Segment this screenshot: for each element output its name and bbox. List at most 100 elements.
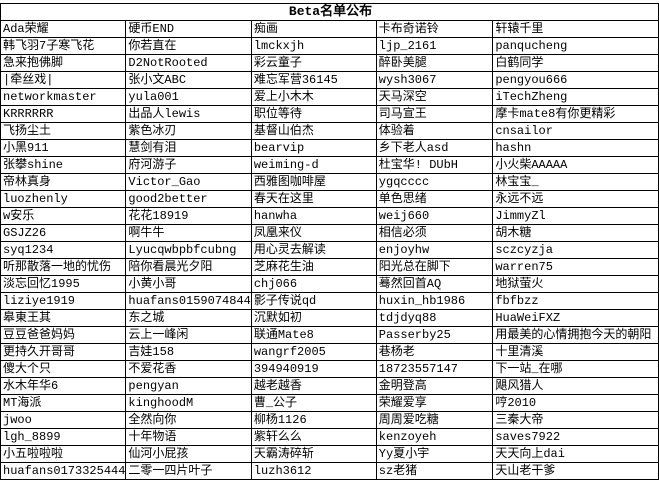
table-cell[interactable]: networkmaster — [0, 88, 127, 106]
table-cell[interactable]: yula001 — [125, 88, 252, 106]
table-cell[interactable]: 慧剑有泪 — [125, 139, 252, 157]
table-cell[interactable]: 18723557147 — [375, 360, 494, 378]
table-cell[interactable]: huxin_hb1986 — [375, 292, 494, 310]
table-cell[interactable]: fbfbzz — [492, 292, 659, 310]
table-cell[interactable]: 阳光总在脚下 — [375, 258, 494, 276]
table-cell[interactable]: 张攀shine — [0, 156, 127, 174]
table-cell[interactable]: 单色思绪 — [375, 190, 494, 208]
table-cell[interactable]: tdjdyq88 — [375, 309, 494, 327]
table-cell[interactable]: GSJZ26 — [0, 224, 127, 242]
table-cell[interactable]: 云上一峰闲 — [125, 326, 252, 344]
header-cell[interactable]: 痴画 — [250, 20, 377, 38]
table-cell[interactable]: 听那散落一地的忧伤 — [0, 258, 127, 276]
table-cell[interactable]: 陪你看晨光夕阳 — [125, 258, 252, 276]
table-cell[interactable]: 白鹤同学 — [492, 54, 659, 72]
table-cell[interactable]: 职位等待 — [250, 105, 377, 123]
table-cell[interactable]: cnsailor — [492, 122, 659, 140]
header-cell[interactable]: 轩辕千里 — [492, 20, 659, 38]
table-cell[interactable]: sczcyzja — [492, 241, 659, 259]
table-cell[interactable]: 小火柴AAAAA — [492, 156, 659, 174]
table-cell[interactable]: lmckxjh — [250, 37, 377, 55]
table-cell[interactable]: 难忘军营36145 — [250, 71, 377, 89]
table-cell[interactable]: Yy夏小宇 — [375, 445, 494, 463]
table-cell[interactable]: MT海派 — [0, 394, 127, 412]
table-cell[interactable]: 皋東王其 — [0, 309, 127, 327]
table-cell[interactable]: 东之城 — [125, 309, 252, 327]
header-cell[interactable]: 卡布奇诺铃 — [375, 20, 494, 38]
table-cell[interactable]: 全然向你 — [125, 411, 252, 429]
table-cell[interactable]: 基督山伯杰 — [250, 122, 377, 140]
table-cell[interactable]: 永远不远 — [492, 190, 659, 208]
table-cell[interactable]: chj066 — [250, 275, 377, 293]
table-cell[interactable]: good2better — [125, 190, 252, 208]
table-cell[interactable]: warren75 — [492, 258, 659, 276]
table-cell[interactable]: 沉默如初 — [250, 309, 377, 327]
table-cell[interactable]: kinghoodM — [125, 394, 252, 412]
table-cell[interactable]: 小五啦啦啦 — [0, 445, 127, 463]
table-cell[interactable]: |牵丝戏| — [0, 71, 127, 89]
table-cell[interactable]: 爱上小木木 — [250, 88, 377, 106]
table-cell[interactable]: 更持久开哥哥 — [0, 343, 127, 361]
table-cell[interactable]: 出品人lewis — [125, 105, 252, 123]
table-cell[interactable]: 府河游子 — [125, 156, 252, 174]
table-cell[interactable]: weiming-d — [250, 156, 377, 174]
table-cell[interactable]: pengyou666 — [492, 71, 659, 89]
table-cell[interactable]: 巷杨老 — [375, 343, 494, 361]
table-cell[interactable]: 飓风猎人 — [492, 377, 659, 395]
table-cell[interactable]: ljp_2161 — [375, 37, 494, 55]
table-cell[interactable]: D2NotRooted — [125, 54, 252, 72]
table-cell[interactable]: 淡忘回忆1995 — [0, 275, 127, 293]
table-cell[interactable]: 韩飞羽7子寒飞花 — [0, 37, 127, 55]
table-cell[interactable]: 394940919 — [250, 360, 377, 378]
table-cell[interactable]: 下一站_在哪 — [492, 360, 659, 378]
table-cell[interactable]: 紫色冰刃 — [125, 122, 252, 140]
table-cell[interactable]: saves7922 — [492, 428, 659, 446]
table-cell[interactable]: 吉娃158 — [125, 343, 252, 361]
table-cell[interactable]: 不爱花香 — [125, 360, 252, 378]
table-cell[interactable]: 小黑911 — [0, 139, 127, 157]
table-cell[interactable]: 司马宣王 — [375, 105, 494, 123]
table-cell[interactable]: 蓦然回首AQ — [375, 275, 494, 293]
table-cell[interactable]: 凤凰来仪 — [250, 224, 377, 242]
table-cell[interactable]: 天马深空 — [375, 88, 494, 106]
table-cell[interactable]: 小黄小哥 — [125, 275, 252, 293]
table-cell[interactable]: 仙河小屁孩 — [125, 445, 252, 463]
table-cell[interactable]: Victor_Gao — [125, 173, 252, 191]
table-cell[interactable]: enjoyhw — [375, 241, 494, 259]
table-cell[interactable]: ygqcccc — [375, 173, 494, 191]
table-cell[interactable]: w安乐 — [0, 207, 127, 225]
table-cell[interactable]: wysh3067 — [375, 71, 494, 89]
table-cell[interactable]: iTechZheng — [492, 88, 659, 106]
table-cell[interactable]: syq1234 — [0, 241, 127, 259]
table-cell[interactable]: 彩云童子 — [250, 54, 377, 72]
table-cell[interactable]: weij660 — [375, 207, 494, 225]
table-cell[interactable]: 荣耀爱享 — [375, 394, 494, 412]
table-cell[interactable]: JimmyZl — [492, 207, 659, 225]
table-cell[interactable]: 胡木糖 — [492, 224, 659, 242]
table-cell[interactable]: 啊牛牛 — [125, 224, 252, 242]
table-cell[interactable]: 体验着 — [375, 122, 494, 140]
table-cell[interactable]: KRRRRRR — [0, 105, 127, 123]
table-cell[interactable]: 十里清溪 — [492, 343, 659, 361]
header-cell[interactable]: Ada荣耀 — [0, 20, 127, 38]
table-cell[interactable]: kenzoyeh — [375, 428, 494, 446]
table-cell[interactable]: 芝麻花生油 — [250, 258, 377, 276]
table-cell[interactable]: 豆豆爸爸妈妈 — [0, 326, 127, 344]
table-cell[interactable]: 帝林真身 — [0, 173, 127, 191]
table-cell[interactable]: 用心灵去解读 — [250, 241, 377, 259]
table-cell[interactable]: Lyucqwbpbfcubng — [125, 241, 252, 259]
table-cell[interactable]: 周周爱吃糖 — [375, 411, 494, 429]
table-cell[interactable]: 急来抱佛脚 — [0, 54, 127, 72]
table-cell[interactable]: HuaWeiFXZ — [492, 309, 659, 327]
table-cell[interactable]: lgh_8899 — [0, 428, 127, 446]
table-cell[interactable]: 联通Mate8 — [250, 326, 377, 344]
table-cell[interactable]: 春天在这里 — [250, 190, 377, 208]
table-cell[interactable]: 摩卡mate8有你更精彩 — [492, 105, 659, 123]
table-cell[interactable]: 用最美的心情拥抱今天的朝阳 — [492, 326, 659, 344]
table-cell[interactable]: 天霸涛碎斩 — [250, 445, 377, 463]
table-cell[interactable]: 曹_公子 — [250, 394, 377, 412]
table-cell[interactable]: 紫轩么么 — [250, 428, 377, 446]
header-cell[interactable]: 硬币END — [125, 20, 252, 38]
table-cell[interactable]: 柳杨1126 — [250, 411, 377, 429]
table-cell[interactable]: luzh3612 — [250, 462, 377, 480]
